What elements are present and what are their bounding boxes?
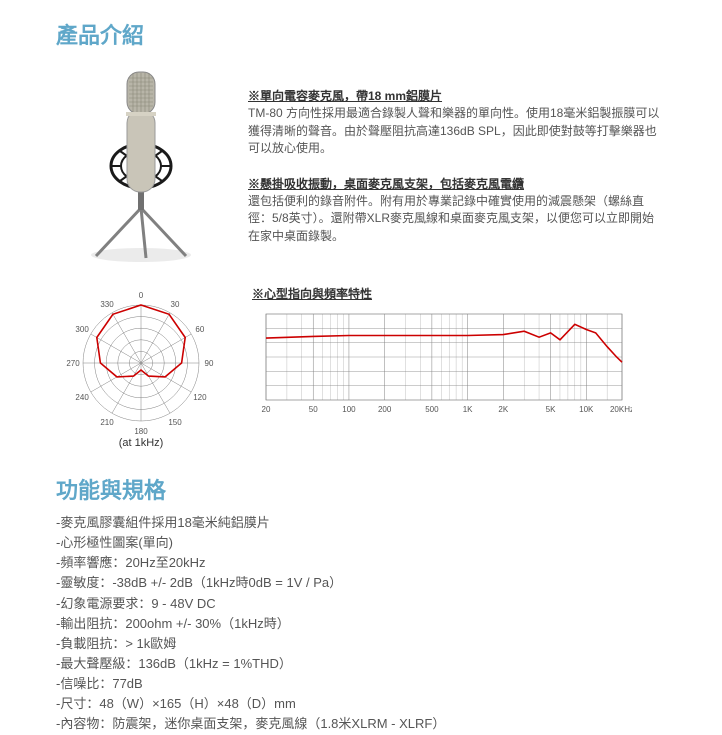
spec-list: 麥克風膠囊組件採用18毫米純鋁膜片心形極性圖案(單向)頻率響應：20Hz至20k…	[56, 513, 666, 735]
svg-text:20KHz: 20KHz	[610, 405, 632, 414]
svg-text:270: 270	[66, 359, 80, 368]
svg-text:500: 500	[425, 405, 439, 414]
svg-text:2K: 2K	[498, 405, 508, 414]
svg-text:300: 300	[75, 325, 89, 334]
intro-body-1: TM-80 方向性採用最適合錄製人聲和樂器的單向性。使用18毫米鋁製振膜可以獲得…	[248, 106, 659, 155]
svg-text:330: 330	[100, 300, 114, 309]
spec-item: 最大聲壓級：136dB（1kHz = 1%THD）	[56, 654, 666, 674]
svg-text:90: 90	[205, 359, 214, 368]
svg-text:1K: 1K	[463, 405, 473, 414]
spec-item: 輸出阻抗：200ohm +/- 30%（1kHz時）	[56, 614, 666, 634]
product-image	[56, 58, 226, 273]
svg-text:60: 60	[195, 325, 204, 334]
svg-text:10K: 10K	[579, 405, 594, 414]
spec-item: 幻象電源要求：9 - 48V DC	[56, 594, 666, 614]
spec-item: 尺寸：48（W）×165（H）×48（D）mm	[56, 694, 666, 714]
svg-text:240: 240	[75, 393, 89, 402]
intro-text: ※單向電容麥克風，帶18 mm鋁膜片 TM-80 方向性採用最適合錄製人聲和樂器…	[248, 58, 666, 263]
svg-text:20: 20	[262, 405, 271, 414]
spec-item: 負載阻抗：> 1k歐姆	[56, 634, 666, 654]
spec-item: 內容物：防震架，迷你桌面支架，麥克風線（1.8米XLRM - XLRF）	[56, 714, 666, 734]
svg-text:120: 120	[193, 393, 207, 402]
intro-para-2: ※懸掛吸收振動，桌面麥克風支架，包括麥克風電纜 還包括便利的錄音附件。附有用於專…	[248, 176, 666, 246]
spec-item: 信噪比：77dB	[56, 674, 666, 694]
intro-heading-1: ※單向電容麥克風，帶18 mm鋁膜片	[248, 88, 666, 105]
svg-text:0: 0	[139, 291, 144, 300]
polar-caption: (at 1kHz)	[56, 437, 226, 449]
frequency-chart: ※心型指向與頻率特性 20 50 100 200 500 1K 2K 5K 10K 20KHz	[252, 285, 666, 421]
intro-heading-2: ※懸掛吸收振動，桌面麥克風支架，包括麥克風電纜	[248, 176, 666, 193]
intro-row: ※單向電容麥克風，帶18 mm鋁膜片 TM-80 方向性採用最適合錄製人聲和樂器…	[56, 58, 666, 273]
spec-item: 頻率響應：20Hz至20kHz	[56, 553, 666, 573]
svg-text:30: 30	[171, 300, 180, 309]
svg-text:150: 150	[168, 418, 182, 427]
spec-item: 麥克風膠囊組件採用18毫米純鋁膜片	[56, 513, 666, 533]
intro-body-2: 還包括便利的錄音附件。附有用於專業記錄中確實使用的減震懸架（螺絲直徑：5/8英寸…	[248, 194, 654, 243]
spec-item: 心形極性圖案(單向)	[56, 533, 666, 553]
svg-text:210: 210	[100, 418, 114, 427]
specs-title: 功能與規格	[56, 473, 666, 505]
spec-item: 靈敏度：-38dB +/- 2dB（1kHz時0dB = 1V / Pa）	[56, 573, 666, 593]
svg-text:200: 200	[378, 405, 392, 414]
freq-title: ※心型指向與頻率特性	[252, 285, 666, 302]
svg-text:5K: 5K	[546, 405, 556, 414]
svg-text:100: 100	[342, 405, 356, 414]
charts-row: 0 30 60 90 120 150 180 210 240 270 300 330 (at 1kHz…	[56, 285, 666, 449]
svg-text:50: 50	[309, 405, 318, 414]
intro-title: 產品介紹	[56, 18, 666, 50]
svg-text:180: 180	[134, 427, 148, 435]
polar-chart: 0 30 60 90 120 150 180 210 240 270 300 330 (at 1kHz…	[56, 285, 226, 449]
intro-para-1: ※單向電容麥克風，帶18 mm鋁膜片 TM-80 方向性採用最適合錄製人聲和樂器…	[248, 88, 666, 158]
